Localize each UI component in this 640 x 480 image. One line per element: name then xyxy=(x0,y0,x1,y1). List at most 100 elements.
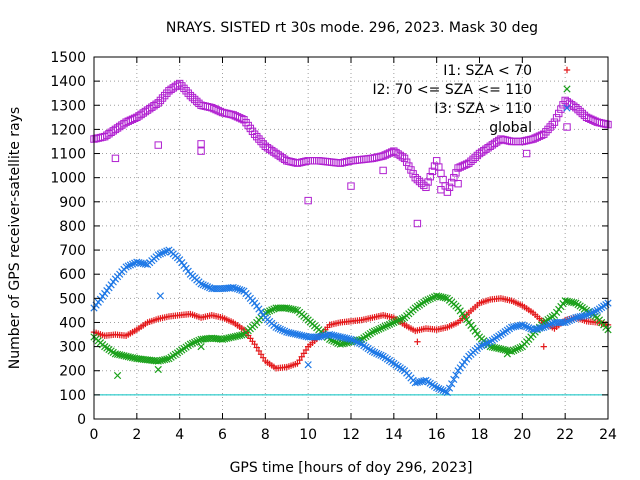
data-point-trace xyxy=(450,375,458,384)
data-point-trace xyxy=(484,339,492,347)
data-point xyxy=(561,297,569,305)
data-point-trace xyxy=(460,161,469,169)
data-point xyxy=(572,103,580,112)
data-point-trace xyxy=(330,331,338,340)
data-point-trace xyxy=(567,298,576,306)
y-tick-label: 500 xyxy=(59,291,86,307)
data-point-trace xyxy=(542,128,550,136)
data-point xyxy=(218,335,227,343)
data-point-trace xyxy=(435,384,443,393)
data-point-trace xyxy=(225,334,233,342)
data-point-trace xyxy=(158,356,167,364)
data-point-trace xyxy=(332,332,340,340)
data-point-trace xyxy=(274,324,282,332)
y-tick-label: 100 xyxy=(59,388,86,404)
outlier-point xyxy=(437,186,445,194)
data-point xyxy=(368,328,377,336)
data-point-trace xyxy=(124,353,132,361)
data-point xyxy=(175,79,184,88)
data-point-trace xyxy=(394,316,402,325)
data-point xyxy=(529,326,537,334)
data-point-trace xyxy=(227,333,235,342)
outlier-point xyxy=(379,166,387,175)
data-point-trace xyxy=(533,325,541,333)
data-point-trace xyxy=(182,87,190,95)
data-point xyxy=(497,345,505,353)
data-point-trace xyxy=(319,332,327,340)
data-point-trace xyxy=(437,293,445,301)
data-point xyxy=(550,118,559,126)
y-tick-label: 1300 xyxy=(50,98,86,114)
data-point-trace xyxy=(424,178,432,186)
data-point-trace xyxy=(546,320,554,329)
data-point-trace xyxy=(195,336,203,344)
data-point xyxy=(294,360,301,367)
data-point-trace xyxy=(193,337,201,345)
data-point-trace xyxy=(120,352,128,360)
data-point-trace xyxy=(516,343,524,352)
data-point-trace xyxy=(514,344,522,353)
x-tick-label: 6 xyxy=(218,427,227,443)
data-point-trace xyxy=(276,325,284,333)
data-point xyxy=(272,323,280,331)
data-point-trace xyxy=(424,296,432,304)
data-point xyxy=(347,335,355,343)
y-axis-label: Number of GPS receiver-satellite rays xyxy=(7,107,23,369)
data-point xyxy=(283,304,291,312)
data-point-trace xyxy=(373,326,381,334)
data-point-trace xyxy=(555,109,563,118)
data-point-trace xyxy=(567,315,576,324)
data-point-trace xyxy=(317,332,325,341)
data-point xyxy=(122,352,130,360)
outlier-point xyxy=(156,292,165,300)
data-point xyxy=(315,333,323,341)
data-point-trace xyxy=(321,331,329,340)
data-point-trace xyxy=(552,114,561,122)
data-point-trace xyxy=(559,318,567,327)
outlier-point xyxy=(113,371,122,380)
data-point xyxy=(368,347,377,356)
data-point-trace xyxy=(381,322,389,330)
data-point xyxy=(518,321,526,329)
data-point-trace xyxy=(574,313,582,321)
data-point-trace xyxy=(542,322,550,330)
legend-marker xyxy=(563,85,571,93)
data-point xyxy=(411,379,419,387)
data-point-trace xyxy=(503,346,511,355)
outlier-point xyxy=(197,140,205,148)
data-point-trace xyxy=(118,351,126,359)
data-point-trace xyxy=(343,334,351,343)
data-point-trace xyxy=(206,284,214,292)
data-point-trace xyxy=(413,378,422,386)
data-point-trace xyxy=(298,331,306,340)
data-point-trace xyxy=(338,340,347,348)
data-point-trace xyxy=(525,324,533,332)
data-point-trace xyxy=(190,95,199,104)
data-point xyxy=(465,159,473,167)
data-point-trace xyxy=(124,262,132,270)
data-point-trace xyxy=(113,350,122,358)
data-point-trace xyxy=(302,346,310,354)
legend-label: I2: 70 <= SZA <= 110 xyxy=(372,82,532,98)
data-point-trace xyxy=(563,297,571,305)
data-point-trace xyxy=(328,331,336,339)
legend-marker xyxy=(563,123,571,131)
x-tick-label: 2 xyxy=(132,427,141,443)
x-tick-label: 10 xyxy=(299,427,317,443)
data-point-trace xyxy=(578,109,586,118)
data-point-trace xyxy=(512,322,520,330)
data-point-trace xyxy=(141,260,150,268)
data-point xyxy=(154,99,162,107)
data-point-trace xyxy=(235,114,244,122)
data-point-trace xyxy=(546,123,554,131)
data-point-trace xyxy=(514,322,522,330)
data-point-trace xyxy=(289,305,297,314)
data-point-trace xyxy=(231,284,239,292)
legend-item-global: global xyxy=(489,120,571,136)
data-point-trace xyxy=(478,342,486,350)
data-point-trace xyxy=(439,386,447,395)
data-point-trace xyxy=(160,91,169,100)
data-point xyxy=(325,330,334,339)
data-point-trace xyxy=(471,153,479,162)
data-point-trace xyxy=(589,308,597,316)
